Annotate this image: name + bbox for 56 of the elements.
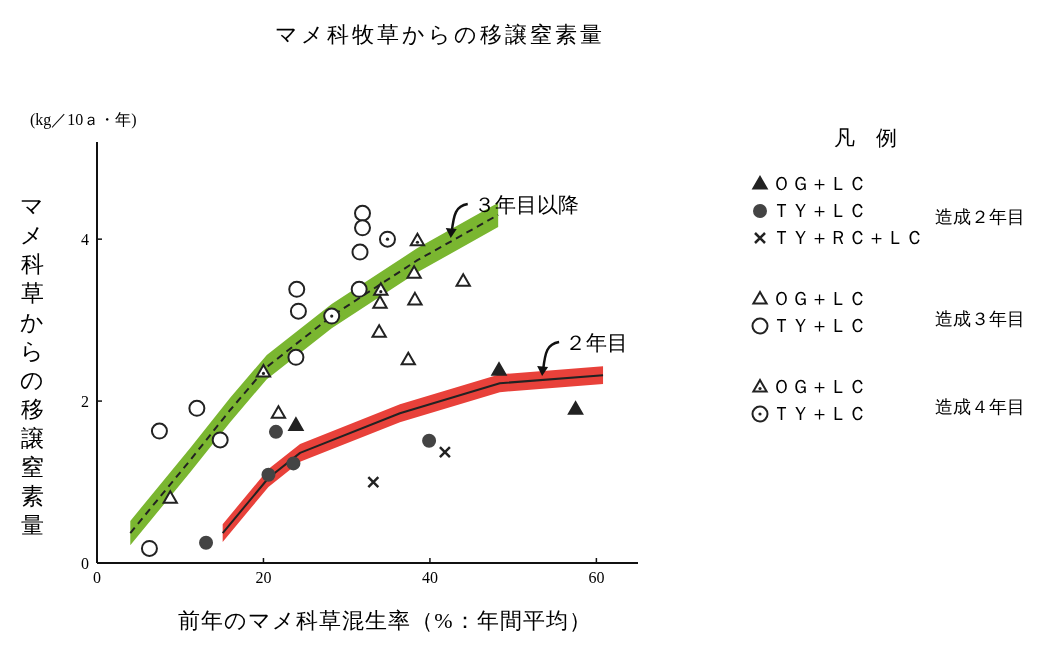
point	[286, 456, 301, 471]
text: 造成３年目	[935, 308, 1025, 329]
legend-label: ＯＧ＋ＬＣ	[772, 288, 867, 309]
point	[371, 324, 387, 338]
point	[199, 535, 214, 550]
y-tick-label: 2	[81, 393, 89, 411]
legend-title: 凡 例	[833, 126, 897, 150]
x-axis-title: 前年のマメ科草混生率（%：年間平均）	[178, 608, 592, 633]
legend-label: ＯＧ＋ＬＣ	[772, 376, 867, 397]
point	[140, 539, 158, 557]
legend-label: ＴＹ＋ＬＣ	[772, 315, 867, 336]
point	[162, 490, 178, 504]
x-tick-label: 20	[255, 569, 272, 586]
point	[211, 431, 229, 449]
point	[350, 280, 368, 298]
point	[409, 232, 426, 247]
point	[567, 401, 584, 415]
point	[422, 433, 437, 448]
legend-label: ＴＹ＋ＲＣ＋ＬＣ	[772, 227, 924, 248]
point	[491, 362, 507, 376]
point	[372, 295, 388, 309]
point	[188, 399, 206, 417]
legend-label: ＴＹ＋ＬＣ	[772, 403, 867, 424]
point	[270, 405, 287, 419]
text: 造成２年目	[935, 207, 1025, 227]
y-tick-label: 4	[81, 231, 89, 249]
point	[289, 302, 307, 320]
point	[438, 445, 452, 459]
point	[150, 422, 168, 440]
point	[373, 282, 389, 296]
series-label: ３年目以降	[473, 193, 579, 218]
point	[351, 243, 369, 261]
point	[261, 467, 276, 482]
legend-label: ＯＧ＋ＬＣ	[772, 173, 867, 194]
point	[400, 351, 416, 366]
text: 造成４年目	[935, 396, 1025, 417]
point	[288, 417, 304, 431]
text: マメ科草からの移譲窒素量	[20, 193, 44, 538]
point	[323, 307, 341, 325]
point	[268, 424, 283, 439]
point	[378, 230, 396, 248]
point	[406, 265, 422, 279]
text: (kg／10ａ・年)	[30, 111, 137, 129]
legend-label: ＴＹ＋ＬＣ	[772, 200, 867, 221]
point	[367, 475, 380, 489]
series-label: ２年目	[565, 331, 629, 356]
x-tick-label: 40	[421, 569, 438, 586]
point	[255, 363, 272, 378]
chart-title: マメ科牧草からの移譲窒素量	[275, 22, 605, 47]
y-tick-label: 0	[81, 555, 89, 572]
point	[455, 273, 471, 287]
point	[288, 280, 306, 298]
x-tick-label: 60	[588, 569, 605, 586]
x-tick-label: 0	[93, 569, 101, 586]
point	[287, 348, 305, 366]
point	[407, 291, 423, 306]
